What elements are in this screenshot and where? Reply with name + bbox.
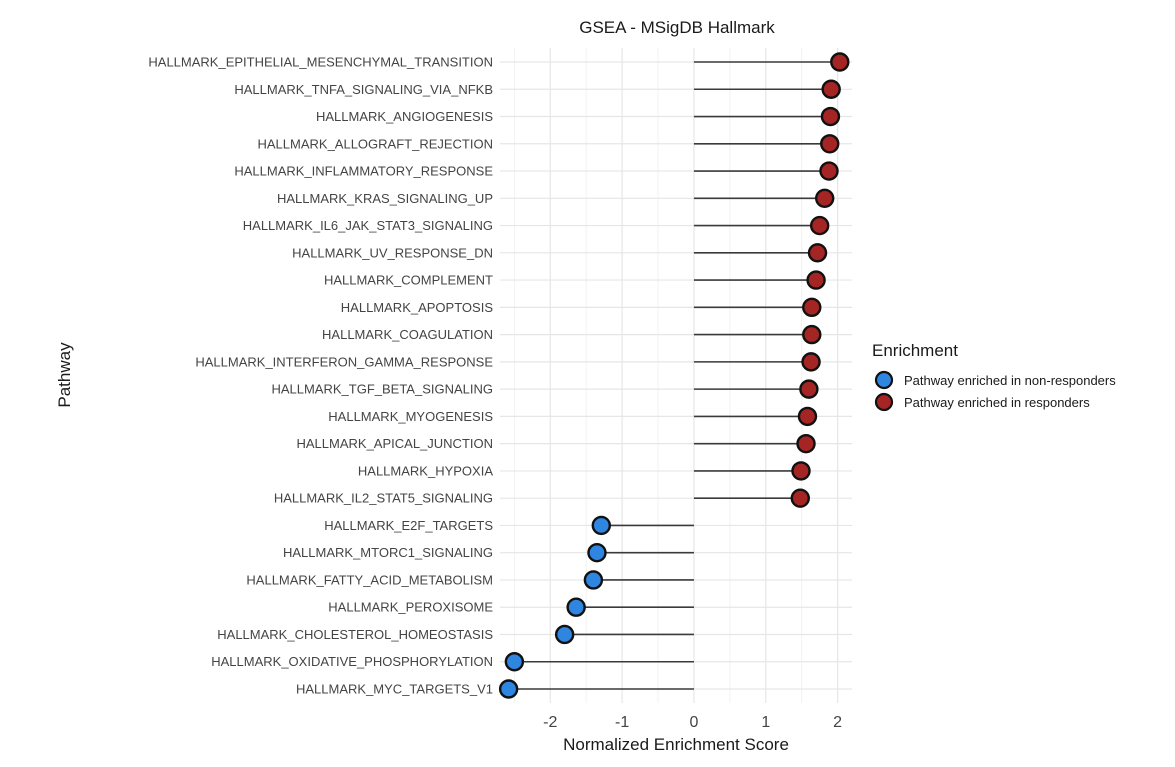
x-tick-label: 2	[833, 714, 842, 731]
data-point	[801, 352, 821, 372]
data-point	[554, 624, 575, 645]
y-tick-label: HALLMARK_HYPOXIA	[358, 463, 493, 478]
data-point	[797, 406, 818, 427]
data-point	[566, 597, 586, 617]
x-axis-title: Normalized Enrichment Score	[563, 735, 789, 754]
y-tick-label: HALLMARK_INFLAMMATORY_RESPONSE	[234, 164, 493, 179]
y-tick-label: HALLMARK_PEROXISOME	[328, 600, 493, 615]
y-tick-label: HALLMARK_E2F_TARGETS	[324, 518, 493, 533]
y-tick-label: HALLMARK_EPITHELIAL_MESENCHYMAL_TRANSITI…	[148, 55, 493, 70]
y-tick-label: HALLMARK_UV_RESPONSE_DN	[292, 245, 493, 260]
data-point	[791, 461, 811, 481]
legend-title: Enrichment	[872, 341, 958, 360]
data-point	[809, 215, 830, 236]
x-tick-label: 0	[690, 714, 699, 731]
legend-key-non-responders	[874, 370, 894, 390]
legend: Enrichment Pathway enriched in non-respo…	[872, 341, 1116, 412]
y-tick-label: HALLMARK_ALLOGRAFT_REJECTION	[257, 136, 493, 151]
legend-key-responders	[874, 392, 894, 412]
y-tick-label: HALLMARK_APOPTOSIS	[341, 300, 494, 315]
lollipop-stems	[508, 61, 840, 690]
data-point	[591, 515, 611, 536]
y-tick-label: HALLMARK_IL2_STAT5_SIGNALING	[274, 491, 493, 506]
data-point	[820, 106, 841, 127]
data-point	[587, 542, 607, 563]
x-tick-label: -1	[615, 714, 629, 731]
data-points	[498, 52, 850, 699]
data-point	[498, 679, 519, 699]
chart-title: GSEA - MSigDB Hallmark	[579, 18, 775, 37]
y-tick-label: HALLMARK_TNFA_SIGNALING_VIA_NFKB	[234, 82, 493, 97]
data-point	[806, 270, 826, 290]
y-tick-label: HALLMARK_COAGULATION	[322, 327, 493, 342]
y-tick-labels: HALLMARK_EPITHELIAL_MESENCHYMAL_TRANSITI…	[148, 55, 493, 697]
y-tick-label: HALLMARK_IL6_JAK_STAT3_SIGNALING	[243, 218, 493, 233]
y-tick-label: HALLMARK_KRAS_SIGNALING_UP	[277, 191, 493, 206]
y-tick-label: HALLMARK_OXIDATIVE_PHOSPHORYLATION	[211, 654, 493, 669]
data-point	[799, 379, 819, 399]
y-tick-label: HALLMARK_CHOLESTEROL_HOMEOSTASIS	[217, 627, 493, 642]
legend-label-non-responders: Pathway enriched in non-responders	[904, 373, 1116, 388]
data-point	[819, 161, 839, 181]
data-point	[807, 243, 828, 263]
y-tick-label: HALLMARK_MTORC1_SIGNALING	[283, 545, 493, 560]
x-tick-label: -2	[543, 714, 557, 731]
data-point	[830, 52, 850, 72]
data-point	[504, 652, 525, 672]
y-tick-label: HALLMARK_FATTY_ACID_METABOLISM	[246, 572, 493, 587]
data-point	[815, 188, 835, 209]
y-tick-label: HALLMARK_MYOGENESIS	[328, 409, 493, 424]
legend-label-responders: Pathway enriched in responders	[904, 395, 1090, 410]
data-point	[796, 433, 816, 454]
y-tick-label: HALLMARK_MYC_TARGETS_V1	[296, 682, 493, 697]
y-axis-title: Pathway	[55, 342, 74, 408]
data-point	[790, 488, 810, 508]
data-point	[583, 570, 604, 590]
x-tick-labels: -2 -1 0 1 2	[543, 714, 842, 731]
y-tick-label: HALLMARK_APICAL_JUNCTION	[297, 436, 494, 451]
y-tick-label: HALLMARK_TGF_BETA_SIGNALING	[271, 382, 493, 397]
data-point	[821, 79, 841, 99]
y-tick-label: HALLMARK_COMPLEMENT	[324, 273, 493, 288]
y-tick-label: HALLMARK_INTERFERON_GAMMA_RESPONSE	[195, 354, 493, 369]
data-point	[820, 134, 840, 154]
data-point	[802, 297, 822, 318]
data-point	[802, 324, 822, 345]
grid-lines	[500, 48, 852, 703]
x-tick-label: 1	[761, 714, 770, 731]
y-tick-label: HALLMARK_ANGIOGENESIS	[316, 109, 493, 124]
